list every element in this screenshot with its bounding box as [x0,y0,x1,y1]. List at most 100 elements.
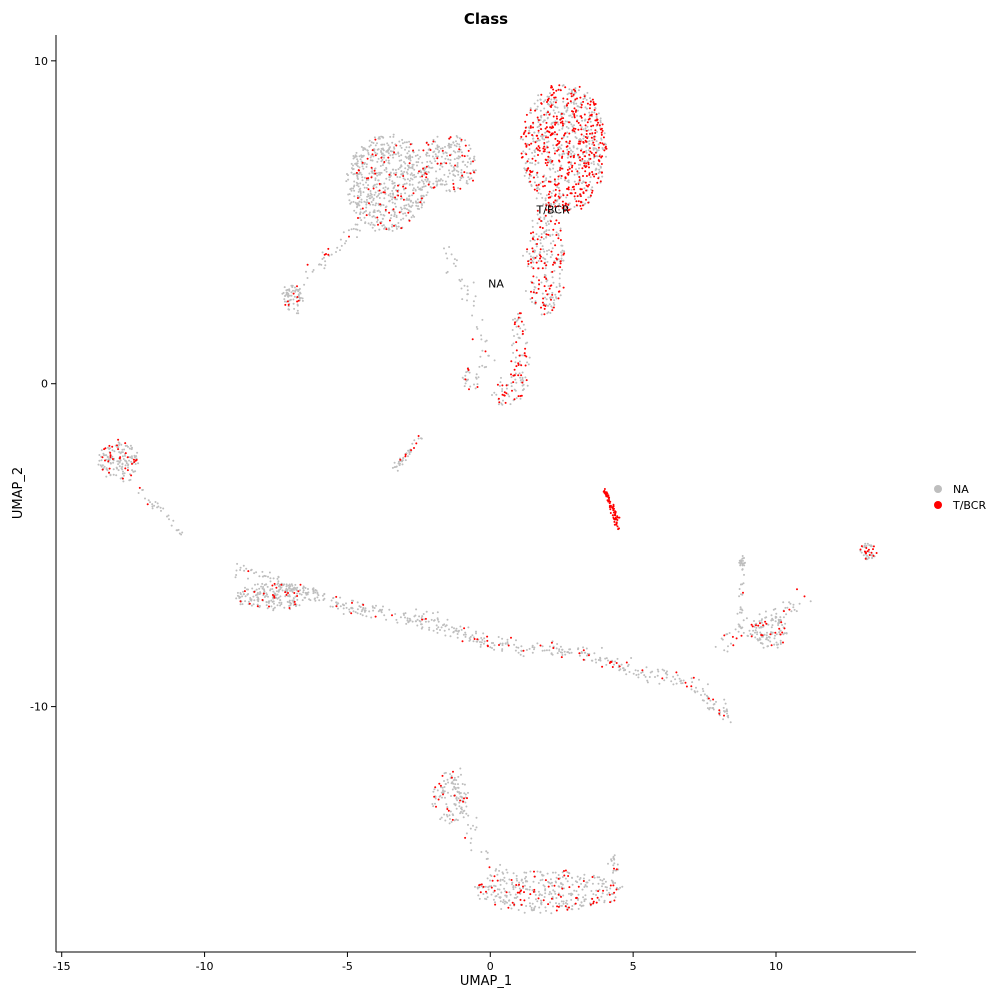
scatter-point-na [473,155,476,158]
scatter-point-tbcr [459,187,462,190]
scatter-point-na [400,192,403,195]
scatter-point-na [773,637,776,640]
scatter-point-tbcr [545,264,548,267]
scatter-point-tbcr [597,177,600,180]
scatter-point-na [599,117,602,120]
scatter-point-tbcr [407,211,410,214]
scatter-point-na [546,220,549,223]
scatter-point-na [426,191,429,194]
scatter-point-tbcr [559,89,562,92]
scatter-point-tbcr [564,132,567,135]
scatter-point-tbcr [543,148,546,151]
scatter-point-na [452,150,455,153]
scatter-point-tbcr [692,676,695,679]
scatter-point-na [443,790,446,793]
scatter-point-na [550,102,553,105]
scatter-point-na [340,244,343,247]
scatter-point-tbcr [348,235,350,238]
scatter-point-na [402,456,405,459]
scatter-point-na [549,242,552,245]
scatter-point-tbcr [538,149,541,152]
scatter-point-na [342,231,345,234]
scatter-point-na [414,620,417,623]
scatter-point-na [547,223,550,225]
scatter-point-na [371,172,374,174]
scatter-point-tbcr [531,247,534,250]
scatter-point-tbcr [590,125,593,128]
scatter-point-na [427,171,430,174]
scatter-point-tbcr [614,514,617,517]
scatter-point-tbcr [533,176,535,179]
scatter-point-na [530,185,533,187]
scatter-point-na [408,205,411,208]
scatter-point-na [537,121,540,123]
scatter-point-na [643,674,646,677]
scatter-point-na [548,881,551,884]
scatter-point-tbcr [415,442,418,445]
scatter-point-na [592,874,595,877]
scatter-point-na [586,125,589,128]
scatter-point-tbcr [452,770,454,773]
scatter-point-na [359,182,362,185]
scatter-point-tbcr [550,641,553,644]
scatter-point-tbcr [859,548,862,551]
scatter-point-na [388,200,391,203]
scatter-point-na [416,618,419,621]
scatter-point-na [596,155,599,158]
scatter-point-na [402,217,405,220]
scatter-point-na [792,603,795,606]
cluster-label-1: T/BCR [536,203,570,216]
scatter-point-na [389,171,392,174]
scatter-point-tbcr [755,624,757,627]
scatter-point-na [452,166,455,169]
scatter-point-na [531,889,534,892]
scatter-point-na [266,585,269,588]
scatter-point-na [541,137,544,140]
scatter-point-tbcr [562,97,565,100]
scatter-point-na [414,614,417,617]
scatter-point-na [528,129,531,132]
scatter-point-na [748,629,751,632]
scatter-point-na [459,625,462,628]
scatter-point-na [457,150,459,153]
scatter-point-na [550,98,553,101]
scatter-point-na [376,148,379,151]
scatter-point-na [726,712,728,715]
scatter-point-na [563,152,566,155]
scatter-point-na [128,459,131,462]
scatter-point-tbcr [588,107,591,110]
scatter-point-tbcr [101,456,104,459]
scatter-point-tbcr [604,491,607,494]
scatter-point-na [409,619,412,622]
scatter-point-na [540,899,542,902]
scatter-point-na [373,607,376,609]
scatter-point-tbcr [247,570,250,573]
scatter-point-na [376,220,378,223]
scatter-point-tbcr [567,102,570,105]
scatter-point-tbcr [561,204,564,206]
scatter-point-na [288,595,291,598]
scatter-point-tbcr [598,124,601,127]
scatter-point-na [495,895,498,897]
scatter-point-na [790,610,793,613]
scatter-point-tbcr [601,665,604,668]
scatter-point-na [491,647,493,649]
scatter-point-na [525,171,528,174]
scatter-point-na [775,633,778,636]
scatter-point-na [570,90,573,93]
scatter-point-tbcr [558,189,561,192]
scatter-point-tbcr [609,512,612,514]
scatter-point-tbcr [402,175,405,177]
scatter-point-na [382,136,385,139]
scatter-point-na [603,901,606,904]
scatter-point-na [599,878,602,881]
scatter-point-na [760,642,763,645]
scatter-point-tbcr [581,167,584,170]
scatter-point-na [425,194,428,197]
scatter-point-na [407,620,410,623]
scatter-point-tbcr [588,172,591,175]
scatter-point-na [537,94,540,97]
scatter-point-na [792,606,795,609]
scatter-point-na [318,263,320,266]
scatter-point-na [451,781,454,784]
